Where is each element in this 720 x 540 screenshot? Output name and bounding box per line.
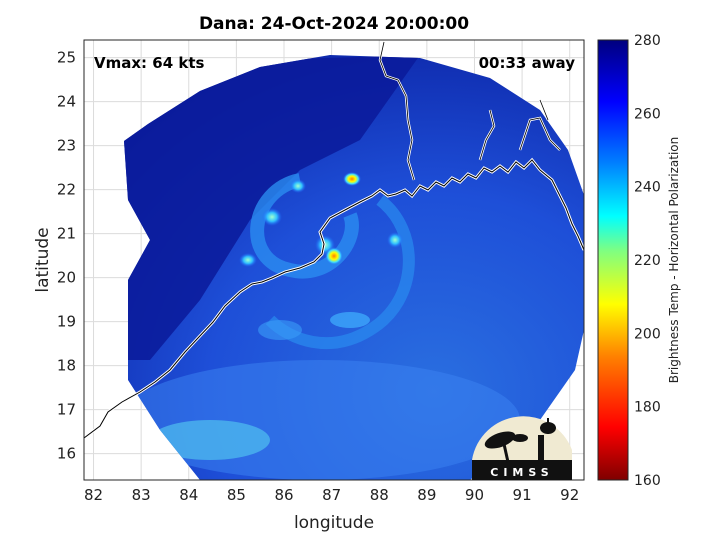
y-tick-label: 17 <box>57 401 76 419</box>
x-tick-label: 87 <box>322 486 341 504</box>
y-tick-label: 25 <box>57 49 76 67</box>
x-tick-label: 88 <box>370 486 389 504</box>
colorbar-tick-label: 220 <box>634 253 661 269</box>
x-tick-label: 92 <box>560 486 579 504</box>
x-tick-labels: 82 83 84 85 86 87 88 89 90 91 92 <box>84 486 579 504</box>
y-tick-label: 22 <box>57 181 76 199</box>
colorbar <box>597 39 629 481</box>
x-tick-label: 82 <box>84 486 103 504</box>
y-tick-label: 20 <box>57 269 76 287</box>
y-tick-label: 18 <box>57 357 76 375</box>
satellite-swath <box>84 41 584 480</box>
y-axis-label: latitude <box>33 227 53 292</box>
axes-frame <box>83 39 585 481</box>
x-tick-label: 89 <box>417 486 436 504</box>
vmax-annotation: Vmax: 64 kts <box>94 54 204 72</box>
x-tick-label: 91 <box>513 486 532 504</box>
colorbar-tick-label: 200 <box>634 326 661 342</box>
colorbar-tick-label: 280 <box>634 33 661 49</box>
cimss-logo: CIMSS <box>472 416 572 480</box>
colorbar-tick-label: 260 <box>634 106 661 122</box>
y-tick-labels: 16 17 18 19 20 21 22 23 24 25 <box>57 49 76 463</box>
x-tick-label: 83 <box>132 486 151 504</box>
colorbar-tick-labels: 160 180 200 220 240 260 280 <box>634 33 661 489</box>
x-tick-label: 84 <box>179 486 198 504</box>
x-axis-label: longitude <box>294 513 374 533</box>
colorbar-label: Brightness Temp - Horizontal Polarizatio… <box>667 137 681 384</box>
x-tick-label: 86 <box>274 486 293 504</box>
cimss-logo-text: CIMSS <box>490 466 553 479</box>
y-tick-label: 23 <box>57 137 76 155</box>
x-tick-label: 90 <box>465 486 484 504</box>
colorbar-tick-label: 160 <box>634 473 661 489</box>
colorbar-tick-label: 240 <box>634 180 661 196</box>
y-tick-label: 19 <box>57 313 76 331</box>
plot-title: Dana: 24-Oct-2024 20:00:00 <box>198 14 470 34</box>
y-tick-label: 24 <box>57 93 76 111</box>
time-offset-annotation: 00:33 away <box>479 54 576 72</box>
colorbar-tick-label: 180 <box>634 400 661 416</box>
y-tick-label: 21 <box>57 225 76 243</box>
x-tick-label: 85 <box>227 486 246 504</box>
y-tick-label: 16 <box>57 445 76 463</box>
